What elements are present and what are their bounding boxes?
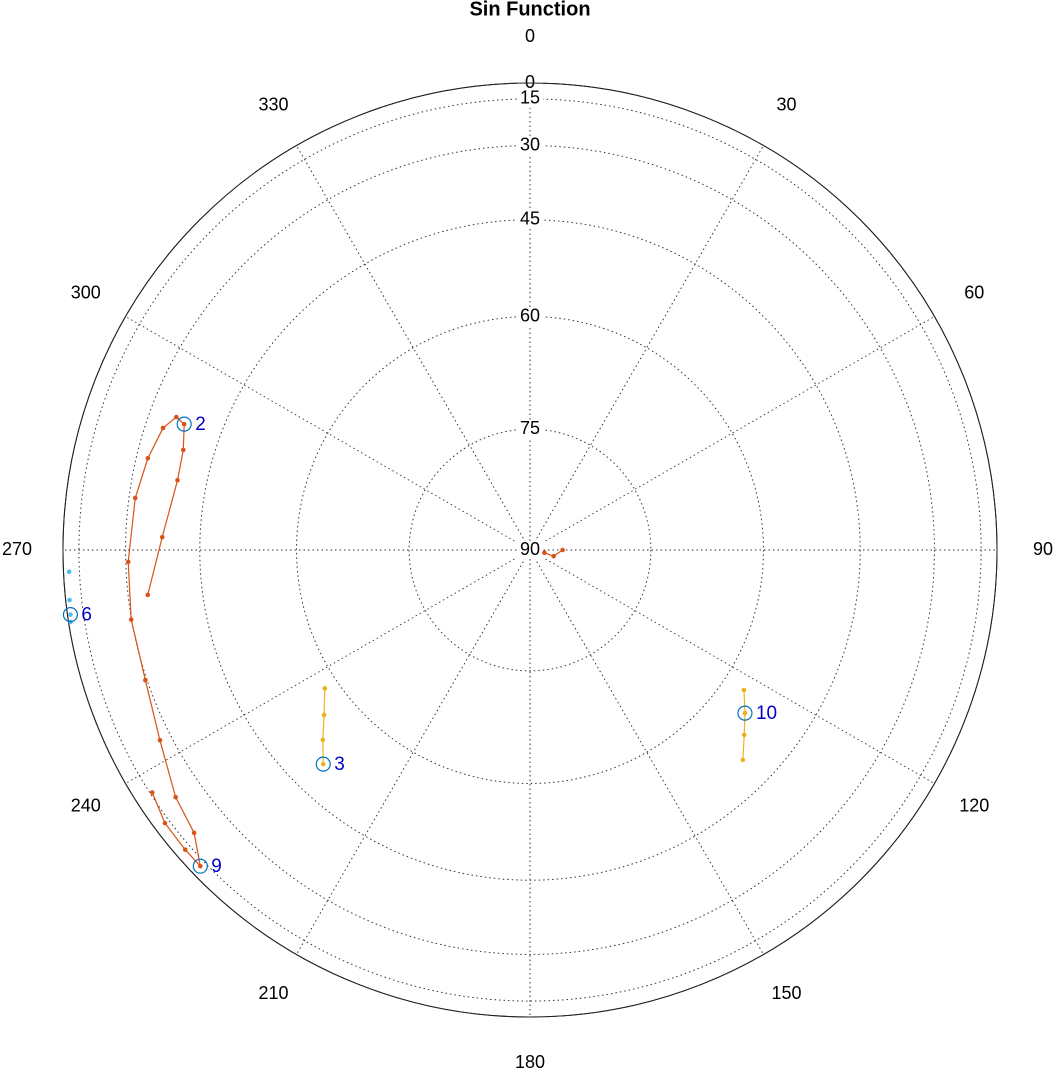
- theta-tick-label: 180: [515, 1052, 545, 1072]
- data-point: [149, 790, 155, 795]
- r-tick-label: 15: [520, 88, 540, 108]
- data-point: [125, 559, 131, 565]
- grid-circle: [296, 316, 764, 784]
- r-tick-label-bg: [517, 307, 543, 326]
- r-tick-label-bg: [517, 210, 543, 229]
- data-point: [160, 425, 166, 431]
- data-point: [551, 553, 556, 559]
- annotation-marker: [315, 756, 331, 772]
- data-point: [157, 737, 163, 743]
- data-point: [320, 761, 326, 767]
- data-point: [174, 414, 179, 420]
- r-tick-label: 45: [520, 209, 540, 229]
- grid-circle: [408, 428, 652, 672]
- data-point: [68, 612, 73, 617]
- annotation-marker: [192, 858, 208, 874]
- data-point: [741, 687, 747, 693]
- annotation-label: 2: [195, 414, 206, 435]
- r-tick-label-bg: [517, 420, 543, 439]
- data-point: [560, 547, 565, 553]
- theta-tick-label: 270: [2, 539, 32, 559]
- series-line: [127, 416, 202, 869]
- spoke-grid-line: [296, 549, 531, 955]
- r-tick-label-bg: [517, 89, 543, 108]
- spoke-grid-line: [529, 316, 935, 551]
- grid-circle: [125, 145, 935, 955]
- data-point: [198, 863, 203, 869]
- annotation-marker: [176, 416, 192, 432]
- spoke-grid-line: [529, 145, 764, 551]
- data-point: [182, 847, 188, 852]
- annotation-marker: [62, 606, 79, 623]
- theta-tick-label: 90: [1033, 539, 1053, 559]
- data-point: [542, 550, 547, 556]
- spoke-grid-line: [125, 316, 531, 551]
- r-tick-label: 75: [520, 418, 540, 438]
- theta-tick-label: 0: [525, 26, 535, 46]
- theta-tick-label: 150: [771, 983, 801, 1003]
- theta-tick-label: 300: [71, 282, 101, 302]
- data-point: [740, 757, 746, 763]
- r-tick-label-bg: [517, 541, 543, 559]
- theta-tick-label: 240: [71, 795, 101, 815]
- annotation-label: 9: [211, 856, 222, 877]
- chart-title: Sin Function: [469, 0, 590, 20]
- annotation-label: 10: [756, 703, 777, 724]
- theta-tick-label: 210: [258, 983, 288, 1003]
- r-tick-label-bg: [517, 136, 543, 155]
- annotation-marker: [737, 705, 753, 721]
- r-tick-label: 30: [520, 134, 540, 154]
- data-point: [742, 710, 748, 716]
- theta-tick-label: 120: [959, 795, 989, 815]
- spoke-grid-line: [296, 145, 531, 551]
- data-point: [132, 495, 138, 501]
- data-point: [321, 712, 327, 718]
- grid-circle: [199, 219, 861, 881]
- data-point: [128, 617, 134, 622]
- annotation-label: 3: [334, 754, 345, 775]
- series-line: [322, 688, 326, 765]
- outer-circle-edge: [62, 82, 998, 1018]
- data-point: [162, 820, 168, 826]
- data-point: [145, 592, 151, 598]
- data-point: [66, 569, 72, 575]
- annotation-label: 6: [81, 605, 92, 626]
- data-point: [322, 686, 328, 691]
- data-point: [175, 477, 180, 483]
- spoke-grid-line: [529, 549, 935, 784]
- data-point: [159, 534, 165, 540]
- data-point: [180, 447, 186, 453]
- data-point: [191, 830, 197, 836]
- data-point: [181, 421, 187, 427]
- data-point: [143, 677, 148, 683]
- r-tick-label: 0: [525, 72, 535, 92]
- r-tick-label: 60: [520, 305, 540, 325]
- spoke-grid-line: [125, 549, 531, 784]
- data-point: [145, 455, 151, 461]
- series-line: [742, 689, 746, 760]
- data-point: [67, 597, 72, 603]
- data-point: [320, 737, 326, 743]
- data-point: [173, 794, 178, 800]
- spoke-grid-line: [529, 549, 764, 955]
- theta-tick-label: 330: [258, 94, 288, 114]
- r-tick-label: 90: [520, 539, 540, 559]
- theta-tick-label: 60: [964, 282, 984, 302]
- data-point: [741, 732, 747, 738]
- theta-tick-label: 30: [776, 94, 796, 114]
